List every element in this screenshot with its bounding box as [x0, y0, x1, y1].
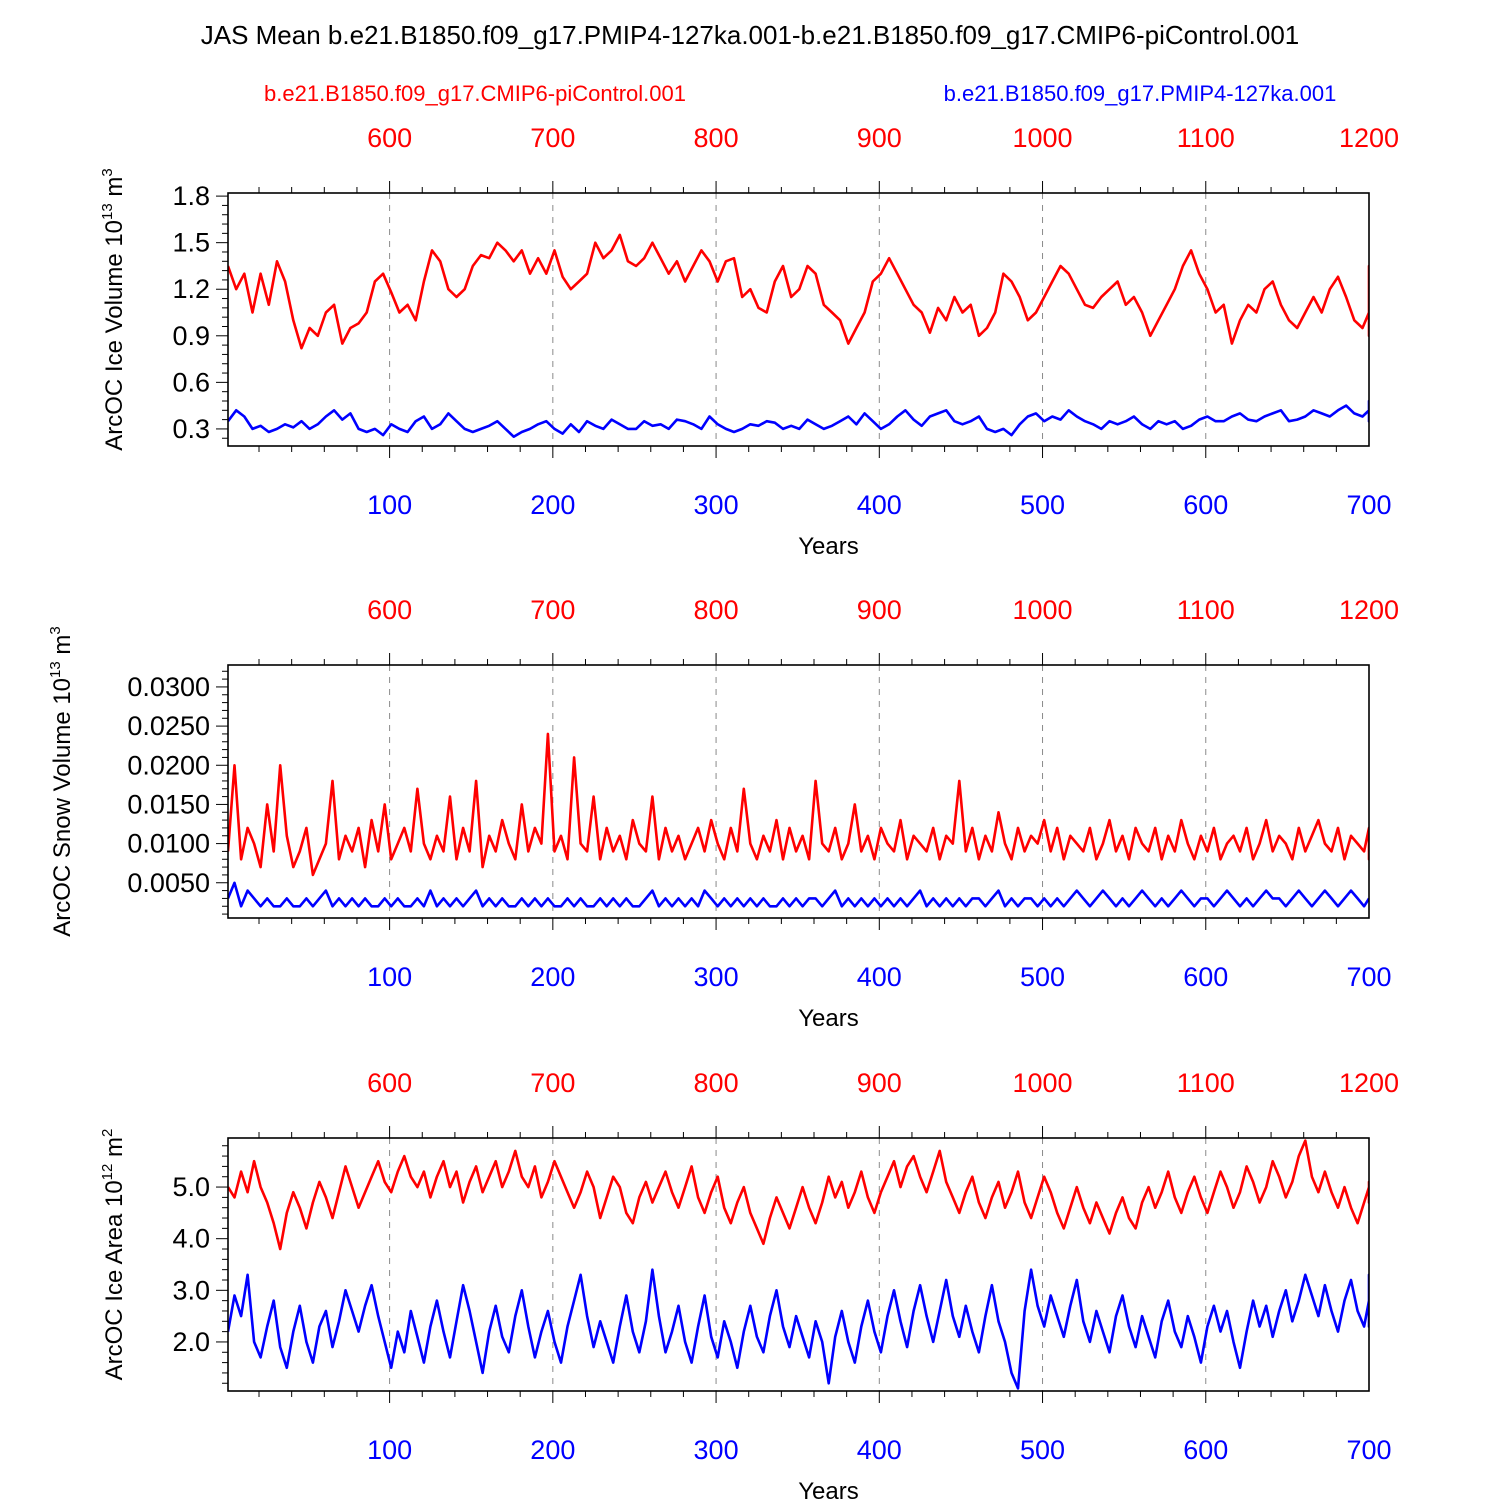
x-tick-label: 700	[1346, 962, 1391, 992]
series-line-pmip4	[228, 399, 1369, 439]
x-axis-label: Years	[798, 1005, 859, 1032]
series-line-pmip4	[228, 881, 1369, 908]
y-tick-label: 0.0050	[127, 868, 210, 898]
y-tick-label: 5.0	[172, 1172, 210, 1202]
x-tick-label: 500	[1020, 1435, 1065, 1465]
top-x-tick-label: 600	[367, 1068, 412, 1098]
x-tick-label: 400	[857, 490, 902, 520]
figure-title: JAS Mean b.e21.B1850.f09_g17.PMIP4-127ka…	[201, 20, 1300, 50]
y-axis-label-unit-exponent: 3	[47, 626, 64, 634]
x-tick-label: 600	[1183, 962, 1228, 992]
top-x-tick-label: 900	[857, 123, 902, 153]
y-tick-label: 4.0	[172, 1224, 210, 1254]
y-tick-label: 0.3	[172, 414, 210, 444]
series-line-pmip4	[228, 1268, 1369, 1390]
y-axis-label-unit: m	[101, 1137, 128, 1164]
x-tick-label: 400	[857, 1435, 902, 1465]
y-tick-label: 0.0200	[127, 750, 210, 780]
y-tick-label: 0.0100	[127, 829, 210, 859]
y-axis-label-text: ArcOC Ice Volume 10	[101, 220, 128, 451]
x-tick-label: 100	[367, 1435, 412, 1465]
y-axis-label-exponent: 13	[47, 661, 64, 678]
chart-panel-3: 2.0 3.0 4.0 5.0 100 200 300 400 500 600 700 600 700 8…	[99, 1068, 1399, 1500]
y-axis-label: ArcOC Snow Volume 1013 m3	[47, 626, 76, 937]
top-x-tick-label: 1100	[1177, 595, 1235, 625]
x-tick-label: 700	[1346, 1435, 1391, 1465]
y-tick-label: 2.0	[172, 1327, 210, 1357]
x-tick-label: 600	[1183, 490, 1228, 520]
y-axis-label: ArcOC Ice Volume 1013 m3	[99, 168, 128, 450]
y-axis-label-unit-exponent: 2	[99, 1129, 116, 1137]
top-x-tick-label: 1200	[1339, 1068, 1399, 1098]
plot-frame	[227, 664, 1370, 919]
top-x-tick-label: 1200	[1339, 595, 1399, 625]
x-tick-label: 700	[1346, 490, 1391, 520]
plot-frame	[227, 1137, 1370, 1392]
y-tick-label: 3.0	[172, 1275, 210, 1305]
y-axis-label-unit-exponent: 3	[99, 168, 116, 176]
y-tick-label: 0.0250	[127, 711, 210, 741]
x-axis-label: Years	[798, 533, 859, 560]
top-x-tick-label: 1000	[1012, 1068, 1072, 1098]
series-line-control	[228, 732, 1369, 877]
top-x-tick-label: 700	[530, 595, 575, 625]
top-x-tick-label: 1100	[1177, 1068, 1235, 1098]
y-axis-label-exponent: 12	[99, 1164, 116, 1181]
x-tick-label: 200	[530, 962, 575, 992]
y-tick-label: 1.2	[172, 274, 210, 304]
x-tick-label: 100	[367, 490, 412, 520]
top-x-tick-label: 1100	[1177, 123, 1235, 153]
panels-group: 0.3 0.6 0.9 1.2 1.5 1.8 100 200 300 400 500 600 700 6…	[47, 123, 1399, 1500]
x-tick-label: 600	[1183, 1435, 1228, 1465]
top-x-tick-label: 1000	[1012, 595, 1072, 625]
series-line-control	[228, 233, 1369, 350]
y-axis-label-unit: m	[101, 177, 128, 204]
y-tick-label: 0.9	[172, 321, 210, 351]
x-tick-label: 300	[694, 490, 739, 520]
legend-pmip4: b.e21.B1850.f09_g17.PMIP4-127ka.001	[944, 81, 1337, 106]
chart-panel-2: 0.0050 0.0100 0.0150 0.0200 0.0250 0.0300 100 2…	[47, 595, 1399, 1032]
top-x-tick-label: 600	[367, 595, 412, 625]
plot-frame	[227, 192, 1370, 447]
top-x-tick-label: 800	[694, 123, 739, 153]
y-tick-label: 0.0300	[127, 672, 210, 702]
chart-panel-1: 0.3 0.6 0.9 1.2 1.5 1.8 100 200 300 400 500 600 700 6…	[99, 123, 1399, 560]
top-x-tick-label: 1000	[1012, 123, 1072, 153]
x-tick-label: 300	[694, 962, 739, 992]
y-tick-label: 1.5	[172, 228, 210, 258]
x-tick-label: 500	[1020, 490, 1065, 520]
x-axis-label: Years	[798, 1478, 859, 1500]
y-axis-label-unit: m	[49, 635, 76, 662]
x-tick-label: 200	[530, 490, 575, 520]
y-tick-label: 1.8	[172, 181, 210, 211]
top-x-tick-label: 600	[367, 123, 412, 153]
top-x-tick-label: 800	[694, 1068, 739, 1098]
top-x-tick-label: 1200	[1339, 123, 1399, 153]
x-tick-label: 500	[1020, 962, 1065, 992]
y-tick-label: 0.6	[172, 367, 210, 397]
top-x-tick-label: 900	[857, 595, 902, 625]
top-x-tick-label: 700	[530, 123, 575, 153]
y-axis-label-text: ArcOC Ice Area 10	[101, 1180, 128, 1380]
y-axis-label-exponent: 13	[99, 203, 116, 220]
y-axis-label: ArcOC Ice Area 1012 m2	[99, 1129, 128, 1381]
x-tick-label: 100	[367, 962, 412, 992]
x-tick-label: 400	[857, 962, 902, 992]
series-line-control	[228, 1139, 1369, 1251]
top-x-tick-label: 900	[857, 1068, 902, 1098]
y-tick-label: 0.0150	[127, 789, 210, 819]
x-tick-label: 300	[694, 1435, 739, 1465]
top-x-tick-label: 700	[530, 1068, 575, 1098]
x-tick-label: 200	[530, 1435, 575, 1465]
top-x-tick-label: 800	[694, 595, 739, 625]
legend-control: b.e21.B1850.f09_g17.CMIP6-piControl.001	[264, 81, 686, 106]
y-axis-label-text: ArcOC Snow Volume 10	[49, 678, 76, 937]
